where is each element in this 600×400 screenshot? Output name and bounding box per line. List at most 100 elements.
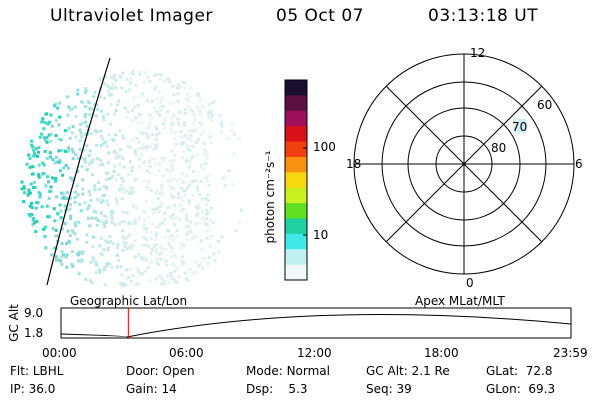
uv-pixel: [181, 198, 185, 202]
uv-pixel: [33, 185, 37, 189]
uv-pixel: [134, 255, 138, 259]
uv-pixel: [131, 274, 135, 278]
uv-pixel: [154, 258, 158, 262]
uv-pixel: [122, 165, 126, 169]
uv-pixel: [139, 113, 143, 117]
uv-pixel: [127, 275, 131, 279]
uv-pixel: [172, 195, 176, 199]
uv-pixel: [155, 206, 159, 210]
uv-pixel: [147, 179, 151, 183]
uv-pixel: [121, 187, 125, 191]
uv-pixel: [64, 255, 68, 259]
uv-pixel: [42, 172, 46, 175]
uv-pixel: [142, 210, 146, 214]
uv-pixel: [183, 86, 187, 90]
uv-pixel: [171, 163, 175, 167]
uv-pixel: [205, 153, 209, 157]
uv-pixel: [189, 267, 193, 271]
uv-pixel: [127, 222, 131, 225]
uv-pixel: [170, 217, 174, 221]
uv-pixel: [154, 232, 158, 236]
uv-pixel: [201, 105, 205, 109]
uv-pixel: [109, 103, 113, 106]
uv-pixel: [180, 135, 184, 139]
uv-pixel: [207, 256, 211, 260]
uv-pixel: [22, 200, 26, 204]
uv-pixel: [195, 105, 199, 109]
uv-pixel: [128, 88, 132, 92]
uv-pixel: [80, 258, 84, 262]
uv-pixel: [115, 152, 119, 156]
uv-pixel: [171, 84, 175, 88]
uv-pixel: [95, 157, 99, 160]
uv-pixel: [68, 108, 72, 112]
uv-pixel: [37, 146, 41, 150]
uv-pixel: [191, 145, 195, 149]
uv-pixel: [107, 151, 111, 155]
timeline-right-title: Apex MLat/MLT: [415, 294, 505, 308]
uv-pixel: [196, 206, 200, 210]
uv-pixel: [57, 123, 61, 127]
uv-pixel: [179, 195, 183, 199]
uv-pixel: [79, 209, 83, 213]
uv-pixel: [147, 215, 150, 219]
uv-pixel: [106, 248, 110, 252]
uv-pixel: [98, 244, 102, 248]
uv-pixel: [182, 243, 186, 247]
uv-pixel: [159, 258, 163, 261]
uv-pixel: [142, 218, 146, 222]
uv-pixel: [147, 171, 151, 175]
uv-pixel: [153, 87, 157, 91]
uv-pixel: [209, 116, 213, 120]
uv-pixel: [169, 159, 173, 163]
uv-pixel: [126, 90, 130, 94]
uv-pixel: [65, 95, 69, 99]
uv-pixel: [40, 205, 44, 209]
uv-pixel: [155, 190, 159, 193]
uv-pixel: [116, 243, 120, 247]
uv-pixel: [135, 121, 139, 125]
uv-pixel: [176, 92, 180, 96]
uv-pixel: [119, 176, 123, 180]
uv-pixel: [131, 243, 134, 247]
uv-pixel: [205, 203, 209, 207]
uv-pixel: [84, 90, 88, 94]
uv-pixel: [70, 178, 74, 182]
uv-pixel: [189, 228, 192, 232]
uv-pixel: [53, 219, 57, 223]
uv-pixel: [194, 140, 198, 144]
uv-pixel: [165, 229, 169, 233]
uv-pixel: [57, 149, 61, 153]
uv-pixel: [128, 81, 132, 84]
uv-pixel: [163, 235, 167, 239]
uv-pixel: [128, 146, 132, 150]
uv-pixel: [101, 194, 105, 198]
uv-pixel: [43, 225, 47, 229]
uv-pixel: [37, 150, 40, 154]
uv-pixel: [91, 245, 95, 249]
uv-pixel: [119, 220, 123, 224]
uv-pixel: [146, 99, 150, 103]
uv-pixel: [207, 184, 211, 187]
uv-pixel: [175, 142, 179, 146]
uv-pixel: [131, 138, 135, 142]
uv-pixel: [145, 227, 149, 231]
uv-pixel: [65, 197, 69, 200]
uv-pixel: [87, 216, 90, 220]
uv-pixel: [84, 87, 88, 91]
uv-pixel: [161, 174, 165, 177]
uv-pixel: [71, 230, 75, 234]
uv-pixel: [99, 134, 103, 138]
uv-pixel: [162, 79, 166, 83]
uv-pixel: [191, 121, 195, 125]
uv-pixel: [196, 94, 200, 98]
uv-pixel: [148, 164, 152, 168]
uv-pixel: [147, 145, 151, 149]
uv-pixel: [147, 266, 150, 270]
uv-pixel: [150, 248, 154, 252]
uv-pixel: [65, 265, 69, 269]
uv-pixel: [162, 222, 166, 226]
uv-pixel: [95, 223, 99, 227]
uv-pixel: [184, 111, 188, 115]
uv-pixel: [121, 71, 125, 75]
